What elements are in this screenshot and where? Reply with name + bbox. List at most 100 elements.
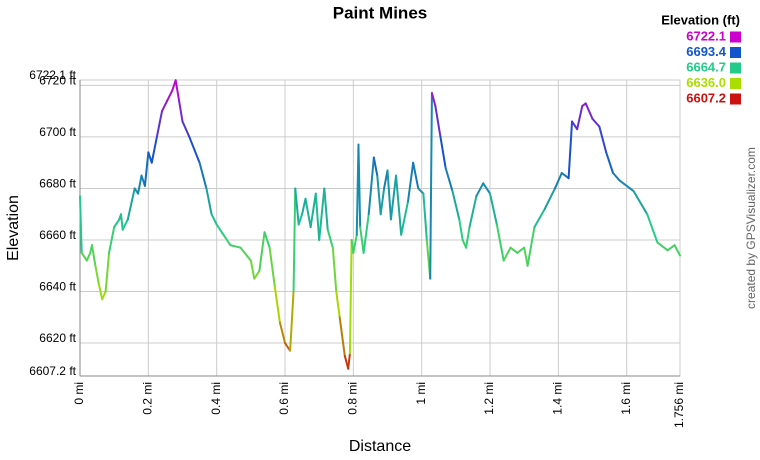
- line-segment: [673, 244, 681, 257]
- legend-label: 6636.0: [686, 75, 726, 90]
- line-segment: [584, 102, 594, 120]
- line-segment: [591, 117, 601, 128]
- line-segment: [178, 99, 184, 123]
- legend-swatch: [730, 62, 741, 74]
- line-segment: [576, 105, 584, 131]
- line-segment: [137, 174, 143, 195]
- line-segment: [412, 161, 420, 190]
- y-tick-label: 6720 ft: [39, 74, 76, 88]
- line-segment: [268, 246, 276, 288]
- legend-swatch: [730, 47, 741, 58]
- line-segment: [526, 226, 536, 267]
- line-segment: [605, 151, 615, 174]
- line-segment: [553, 171, 563, 190]
- line-segment: [222, 233, 232, 247]
- line-segment: [489, 192, 498, 226]
- line-segment: [249, 259, 256, 280]
- line-segment: [468, 195, 478, 229]
- line-segment: [120, 213, 124, 231]
- line-segment: [571, 120, 579, 131]
- legend-swatch: [730, 78, 741, 89]
- chart-title: Paint Mines: [333, 3, 427, 22]
- line-segment: [482, 182, 492, 195]
- line-segment: [229, 244, 242, 249]
- line-segment: [407, 161, 415, 203]
- line-segment: [239, 246, 252, 262]
- line-segment: [94, 264, 100, 285]
- line-segment: [294, 187, 300, 226]
- line-segment: [181, 120, 191, 138]
- y-axis-label: Elevation: [5, 195, 22, 261]
- line-segment: [347, 352, 351, 370]
- line-segment: [90, 244, 97, 267]
- y-tick-label: 6660 ft: [39, 228, 76, 242]
- legend-swatch: [730, 31, 741, 43]
- line-segment: [289, 290, 295, 352]
- line-segment: [205, 187, 213, 216]
- line-segment: [362, 213, 370, 254]
- line-segment: [210, 213, 218, 226]
- line-segment: [292, 187, 297, 293]
- line-segment: [215, 223, 225, 236]
- line-segment: [331, 246, 338, 293]
- line-segment: [155, 110, 164, 138]
- line-segment: [533, 208, 546, 229]
- legend-label: 6607.2: [686, 90, 726, 105]
- line-segment: [386, 169, 392, 221]
- x-tick-label: 1.4 mi: [551, 382, 565, 415]
- line-segment: [326, 228, 334, 249]
- line-segment: [335, 290, 341, 319]
- line-segment: [632, 190, 649, 216]
- x-tick-label: 1 mi: [414, 382, 428, 405]
- x-tick-label: 0 mi: [72, 382, 86, 405]
- line-segment: [560, 171, 570, 180]
- line-segment: [612, 171, 621, 182]
- line-segment: [126, 187, 136, 221]
- line-segment: [359, 226, 365, 254]
- x-axis-label: Distance: [349, 438, 411, 455]
- line-segment: [430, 92, 437, 108]
- line-segment: [495, 223, 505, 262]
- x-tick-label: 1.6 mi: [619, 382, 633, 415]
- line-segment: [458, 218, 464, 241]
- line-segment: [618, 179, 635, 193]
- line-segment: [258, 231, 266, 272]
- line-segment: [422, 192, 428, 241]
- line-segment: [79, 195, 83, 254]
- line-segment: [439, 135, 447, 169]
- line-segment: [318, 187, 326, 241]
- x-tick-label: 1.2 mi: [482, 382, 496, 415]
- line-segment: [444, 166, 454, 193]
- line-segment: [273, 285, 281, 324]
- legend-label: 6722.1: [686, 28, 726, 43]
- line-segment: [113, 218, 121, 229]
- x-tick-label: 0.2 mi: [141, 382, 155, 415]
- line-segment: [567, 120, 574, 180]
- line-segment: [523, 246, 529, 267]
- line-segment: [656, 241, 669, 252]
- credit: created by GPSVisualizer.com: [744, 147, 758, 309]
- x-tick-label: 0.4 mi: [209, 382, 223, 415]
- line-segment: [434, 105, 442, 138]
- line-segment: [174, 79, 181, 102]
- legend-label: 6664.7: [686, 59, 726, 74]
- line-segment: [198, 161, 208, 190]
- x-tick-label: 0.6 mi: [277, 382, 291, 415]
- line-segment: [465, 226, 471, 249]
- line-segment: [376, 174, 382, 216]
- y-tick-label: 6680 ft: [39, 177, 76, 191]
- y-tick-label: 6620 ft: [39, 331, 76, 345]
- line-segment: [314, 192, 321, 241]
- line-segment: [121, 218, 129, 231]
- line-segment: [516, 246, 526, 254]
- line-segment: [278, 321, 287, 345]
- line-segment: [389, 174, 398, 221]
- line-segment: [367, 156, 375, 216]
- line-segment: [161, 99, 169, 113]
- line-segment: [323, 187, 329, 231]
- line-segment: [352, 233, 358, 254]
- line-segment: [304, 197, 312, 229]
- line-segment: [395, 174, 403, 236]
- line-segment: [338, 316, 346, 357]
